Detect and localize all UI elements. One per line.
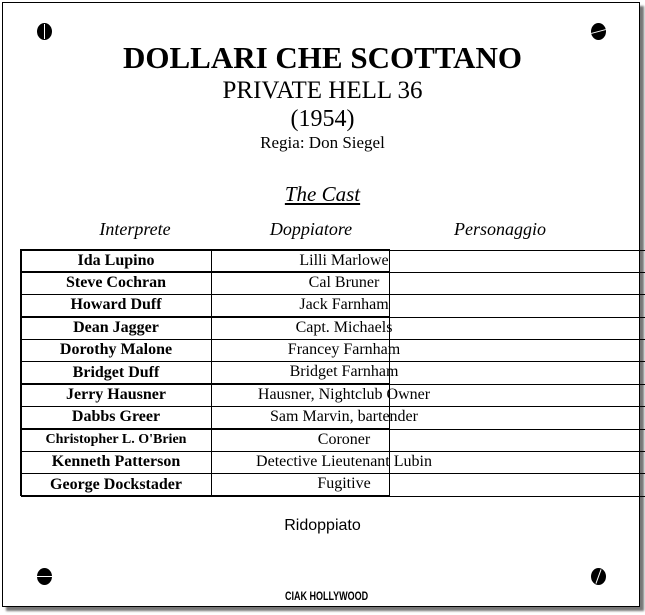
cell-character: Coroner [20, 428, 645, 453]
table-row: Steve Cochran Cal Bruner [20, 271, 645, 296]
cell-character: Capt. Michaels [20, 316, 645, 341]
screw-icon [37, 23, 52, 40]
table-row: Bridget Duff Bridget Farnham [20, 360, 645, 385]
table-row: Dabbs Greer Sam Marvin, bartender [20, 405, 645, 430]
cell-character: Cal Bruner [20, 271, 645, 296]
redub-note: Ridoppiato [284, 517, 361, 534]
table-row: George Dockstader Fugitive [20, 472, 645, 497]
screw-icon [37, 568, 52, 585]
year: (1954) [290, 106, 355, 132]
header-dubber: Doppiatore [269, 219, 353, 239]
cell-character: Francey Farnham [20, 339, 645, 363]
cell-character: Lilli Marlowe [20, 249, 645, 273]
header-actor: Interprete [99, 219, 171, 239]
cell-actor: Christopher L. O'Brien [20, 428, 212, 452]
table-row: Kenneth Patterson Detective Lieutenant Lu… [20, 450, 645, 475]
table-row: Howard Duff Jack Farnham [20, 293, 645, 318]
table-row: Dorothy Malone Francey Farnham [20, 338, 645, 363]
screw-icon [591, 568, 606, 585]
cast-table: Ida Lupino Lilli Marlowe Steve Cochran Cal … [20, 248, 645, 497]
cast-heading: The Cast [284, 182, 361, 206]
cell-character: Hausner, Nightclub Owner [20, 383, 645, 408]
logo: CIAK HOLLYWOOD [285, 589, 369, 603]
screw-icon [591, 23, 606, 40]
header-character: Personaggio [454, 219, 546, 239]
cell-character: Fugitive [20, 473, 645, 497]
table-row: Christopher L. O'Brien Coroner [20, 428, 645, 453]
cell-character: Sam Marvin, bartender [20, 406, 645, 430]
original-title: PRIVATE HELL 36 [222, 77, 423, 104]
italian-title: DOLLARI CHE SCOTTANO [122, 40, 523, 75]
cell-character: Detective Lieutenant Lubin [20, 451, 645, 475]
table-row: Ida Lupino Lilli Marlowe [20, 248, 645, 273]
cell-actor: Howard Duff [20, 293, 212, 318]
cell-character: Jack Farnham [20, 294, 645, 318]
cell-character: Bridget Farnham [20, 361, 645, 385]
table-row: Jerry Hausner Hausner, Nightclub Owner [20, 383, 645, 408]
cell-actor: Dorothy Malone [20, 338, 212, 362]
director: Regia: Don Siegel [260, 133, 385, 152]
table-row: Dean Jagger Capt. Michaels [20, 316, 645, 341]
